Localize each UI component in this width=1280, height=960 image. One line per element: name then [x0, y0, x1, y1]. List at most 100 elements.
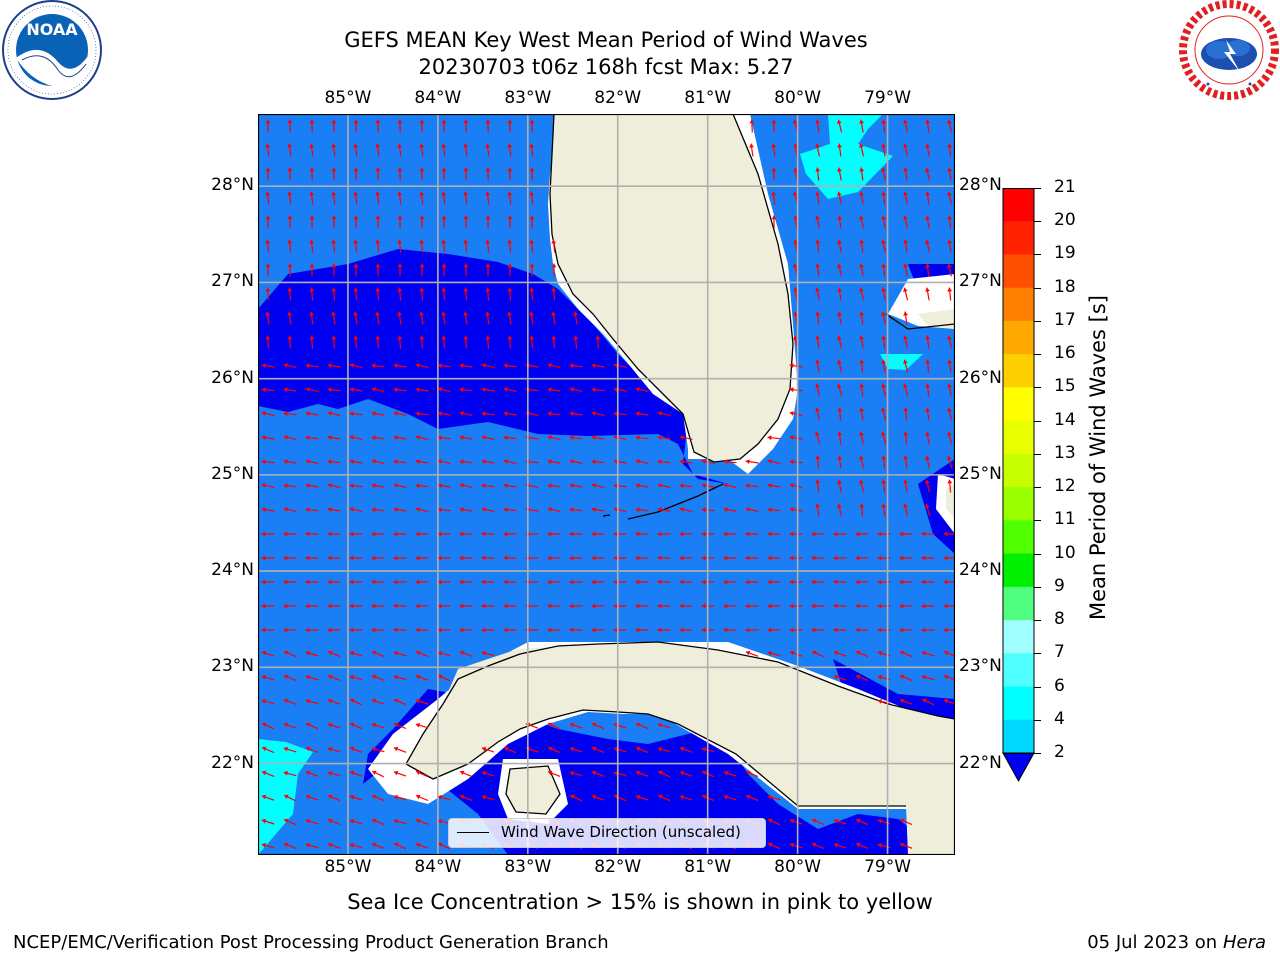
wave-direction-arrowhead: [265, 263, 271, 268]
wave-direction-arrowhead: [419, 239, 425, 244]
wave-direction-arrowhead: [613, 363, 618, 368]
wave-direction-arrowhead: [331, 239, 337, 244]
wave-direction-arrowhead: [881, 263, 887, 268]
wave-direction-arrowhead: [613, 531, 618, 537]
wave-direction-arrowhead: [375, 311, 380, 316]
wave-direction-arrowhead: [437, 794, 443, 800]
wave-direction-arrowhead: [375, 239, 381, 244]
wave-direction-arrowhead: [903, 359, 908, 364]
wave-direction-arrowhead: [855, 531, 860, 537]
wave-direction-arrowhead: [635, 507, 640, 513]
wave-direction-arrowhead: [371, 627, 376, 633]
wave-direction-arrowhead: [305, 363, 310, 369]
wave-direction-arrowhead: [375, 191, 381, 196]
colorbar-tick-mark: [1034, 753, 1041, 754]
wave-direction-arrowhead: [371, 363, 376, 369]
wave-direction-arrowhead: [459, 435, 464, 440]
wave-direction-arrowhead: [463, 335, 469, 340]
wave-direction-arrowhead: [283, 746, 289, 752]
wave-direction-arrowhead: [833, 555, 838, 561]
grand-bahama-coastline: [885, 313, 955, 330]
wave-direction-arrowhead: [767, 795, 772, 800]
wave-direction-arrowhead: [507, 119, 513, 124]
wave-direction-arrowhead: [856, 650, 861, 655]
wave-direction-arrowhead: [789, 363, 794, 368]
wave-direction-arrowhead: [859, 455, 864, 460]
wave-direction-arrowhead: [265, 119, 271, 124]
wave-direction-arrowhead: [331, 119, 337, 124]
wave-direction-arrowhead: [327, 435, 332, 440]
wave-direction-arrowhead: [925, 167, 930, 172]
map-panel[interactable]: [257, 113, 956, 856]
wave-direction-arrowhead: [287, 335, 293, 340]
wave-direction-arrowhead: [547, 627, 552, 633]
wave-direction-arrowhead: [460, 794, 465, 800]
wave-direction-arrowhead: [657, 555, 662, 561]
wave-direction-arrowhead: [309, 239, 315, 244]
wave-direction-arrowhead: [749, 119, 755, 124]
wave-direction-arrowhead: [855, 627, 860, 633]
wave-direction-arrowhead: [569, 771, 574, 776]
wave-direction-arrowhead: [679, 770, 685, 776]
wave-direction-arrowhead: [925, 239, 930, 244]
wave-direction-arrowhead: [943, 627, 948, 633]
colorbar-segment: [1003, 686, 1034, 721]
wave-direction-arrowhead: [657, 627, 662, 633]
wave-direction-arrowhead: [349, 650, 355, 656]
colorbar-segment: [1003, 287, 1034, 322]
wave-direction-arrowhead: [551, 239, 557, 244]
wave-direction-arrowhead: [305, 555, 310, 561]
wave-direction-arrowhead: [305, 770, 311, 776]
wave-direction-arrowhead: [837, 335, 842, 340]
wave-direction-arrowhead: [507, 335, 513, 340]
wave-direction-arrowhead: [287, 239, 293, 244]
wave-direction-arrowhead: [635, 627, 640, 633]
wave-direction-arrowhead: [859, 287, 864, 292]
colorbar-segment: [1003, 520, 1034, 555]
wave-direction-arrowhead: [459, 531, 464, 537]
wave-direction-arrowhead: [881, 215, 886, 220]
wave-direction-arrowhead: [789, 483, 794, 488]
wave-direction-arrowhead: [613, 483, 618, 489]
wave-direction-arrowhead: [305, 818, 311, 824]
wave-direction-arrowhead: [306, 746, 311, 752]
wave-direction-arrowhead: [591, 411, 596, 416]
wave-direction-arrowhead: [261, 507, 266, 512]
wave-direction-arrowhead: [503, 507, 508, 513]
wave-direction-arrowhead: [745, 579, 750, 585]
wave-direction-arrowhead: [701, 579, 706, 585]
wave-direction-arrowhead: [881, 407, 886, 412]
wave-direction-arrowhead: [261, 555, 266, 561]
wave-direction-arrowhead: [768, 842, 773, 848]
wave-direction-arrowhead: [701, 483, 706, 488]
wave-direction-arrowhead: [375, 215, 381, 220]
wave-direction-arrowhead: [837, 263, 842, 268]
wave-direction-arrowhead: [746, 770, 751, 776]
wave-direction-arrowhead: [503, 603, 508, 609]
wave-direction-arrowhead: [441, 335, 447, 340]
wave-direction-arrowhead: [507, 191, 513, 196]
wave-direction-arrowhead: [943, 555, 948, 561]
wave-direction-arrowhead: [723, 531, 728, 537]
wave-direction-arrowhead: [503, 555, 508, 561]
wave-direction-arrowhead: [592, 722, 597, 727]
wave-direction-arrowhead: [591, 507, 596, 512]
wave-direction-arrowhead: [441, 239, 447, 244]
wave-direction-arrowhead: [327, 387, 332, 393]
wave-direction-arrowhead: [815, 119, 820, 124]
wave-direction-arrowhead: [309, 311, 314, 316]
wave-direction-arrowhead: [419, 311, 424, 316]
wave-direction-arrowhead: [459, 459, 464, 465]
wave-direction-arrowhead: [416, 650, 421, 656]
wave-direction-arrowhead: [815, 335, 820, 340]
wave-direction-arrowhead: [393, 507, 398, 512]
map-canvas[interactable]: [257, 113, 956, 856]
wave-direction-arrowhead: [349, 843, 354, 848]
lon-tick-top: 84°W: [414, 88, 462, 108]
colorbar-tick-mark: [1034, 586, 1041, 588]
wave-direction-arrowhead: [372, 818, 377, 824]
lat-tick-right: 22°N: [959, 752, 1002, 773]
colorbar-tick-mark: [1034, 653, 1041, 655]
lon-tick-bottom: 84°W: [414, 857, 462, 877]
wave-direction-arrowhead: [657, 411, 662, 416]
